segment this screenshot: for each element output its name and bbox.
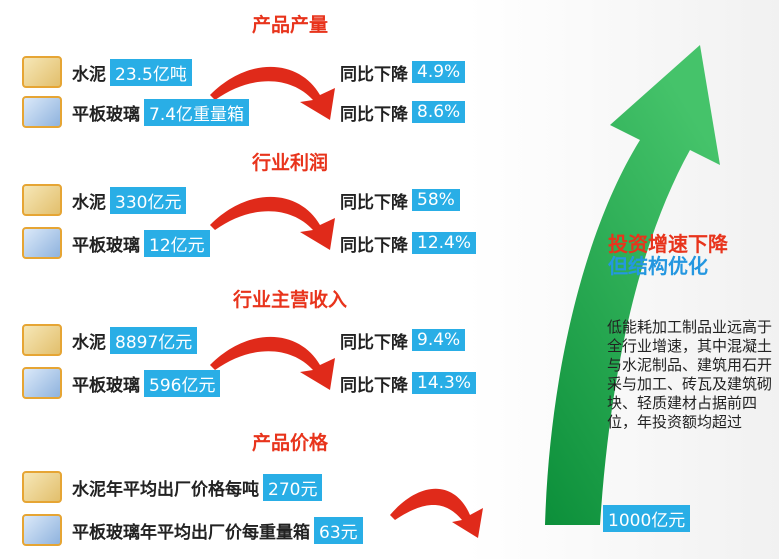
highlight: 1000亿元 [603,505,690,532]
label: 平板玻璃 [72,231,140,256]
value: 270元 [263,474,322,501]
change-value: 58% [412,189,460,211]
headline: 但结构优化 [608,250,708,279]
change-value: 14.3% [412,372,476,394]
icon [22,56,62,88]
infographic: 投资增速下降 但结构优化 低能耗加工制品业远高于全行业增速，其中混凝土与水泥制品… [0,0,779,559]
icon [22,184,62,216]
label: 水泥 [72,328,106,353]
section-title: 产品产量 [190,10,390,37]
label: 水泥 [72,188,106,213]
section-title: 产品价格 [190,428,390,455]
icon [22,227,62,259]
value: 596亿元 [144,370,220,397]
value: 7.4亿重量箱 [144,99,249,126]
icon [22,96,62,128]
icon [22,367,62,399]
icon [22,324,62,356]
change-value: 9.4% [412,329,465,351]
change-value: 12.4% [412,232,476,254]
value: 63元 [314,517,363,544]
section-title: 行业主营收入 [190,285,390,312]
value: 8897亿元 [110,327,197,354]
value: 23.5亿吨 [110,59,192,86]
value: 12亿元 [144,230,210,257]
body-text: 低能耗加工制品业远高于全行业增速，其中混凝土与水泥制品、建筑用石开采与加工、砖瓦… [607,318,777,432]
change-label: 同比下降 [340,100,408,125]
change-label: 同比下降 [340,231,408,256]
change-value: 4.9% [412,61,465,83]
value: 330亿元 [110,187,186,214]
label: 水泥 [72,60,106,85]
label: 平板玻璃 [72,100,140,125]
icon [22,514,62,546]
icon [22,471,62,503]
label: 平板玻璃年平均出厂价每重量箱 [72,518,310,543]
section-title: 行业利润 [190,148,390,175]
change-label: 同比下降 [340,328,408,353]
growth-arrow [545,45,720,525]
change-label: 同比下降 [340,371,408,396]
label: 水泥年平均出厂价格每吨 [72,475,259,500]
label: 平板玻璃 [72,371,140,396]
change-label: 同比下降 [340,188,408,213]
change-label: 同比下降 [340,60,408,85]
change-value: 8.6% [412,101,465,123]
